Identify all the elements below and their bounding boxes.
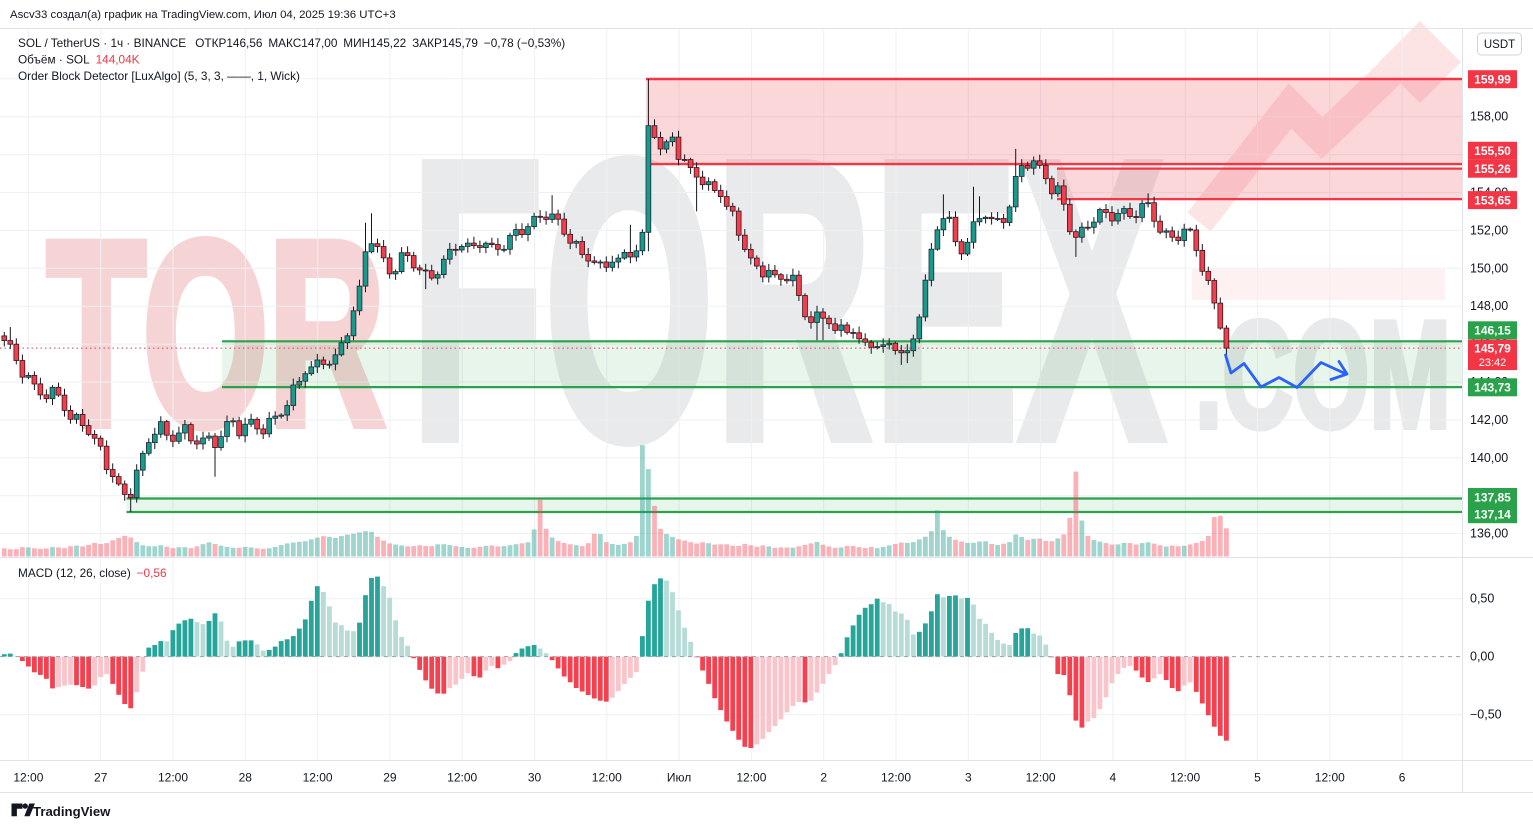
svg-text:12:00: 12:00 (447, 771, 477, 785)
svg-text:137,85: 137,85 (1474, 490, 1511, 504)
svg-text:12:00: 12:00 (1170, 771, 1200, 785)
svg-text:29: 29 (383, 771, 397, 785)
svg-text:148,00: 148,00 (1470, 299, 1508, 313)
svg-text:145,79: 145,79 (1474, 342, 1511, 356)
svg-text:0,50: 0,50 (1470, 592, 1494, 606)
svg-text:28: 28 (239, 771, 253, 785)
svg-text:12:00: 12:00 (13, 771, 43, 785)
svg-text:136,00: 136,00 (1470, 527, 1508, 541)
svg-text:12:00: 12:00 (592, 771, 622, 785)
svg-text:150,00: 150,00 (1470, 261, 1508, 275)
svg-text:0,00: 0,00 (1470, 650, 1494, 664)
svg-text:.COM: .COM (1195, 290, 1451, 460)
svg-text:SOL / TetherUS · 1ч · BINANCE: SOL / TetherUS · 1ч · BINANCE ОТКР146,56… (18, 36, 565, 50)
svg-text:12:00: 12:00 (881, 771, 911, 785)
svg-text:4: 4 (1110, 771, 1117, 785)
svg-text:12:00: 12:00 (1026, 771, 1056, 785)
svg-text:Ascv33 создал(а) график на Tra: Ascv33 создал(а) график на TradingView.c… (10, 9, 396, 21)
svg-text:152,00: 152,00 (1470, 223, 1508, 237)
svg-text:6: 6 (1399, 771, 1406, 785)
svg-text:142,00: 142,00 (1470, 413, 1508, 427)
svg-text:30: 30 (528, 771, 542, 785)
svg-text:Order Block Detector [LuxAlgo]: Order Block Detector [LuxAlgo] (5, 3, 3,… (18, 69, 300, 83)
svg-text:140,00: 140,00 (1470, 451, 1508, 465)
svg-text:3: 3 (965, 771, 972, 785)
svg-text:137,14: 137,14 (1474, 508, 1511, 522)
svg-text:143,73: 143,73 (1474, 381, 1511, 395)
svg-text:Объём · SOL 144,04K: Объём · SOL 144,04K (18, 53, 140, 67)
svg-text:155,50: 155,50 (1474, 144, 1511, 158)
svg-text:12:00: 12:00 (303, 771, 333, 785)
svg-text:5: 5 (1254, 771, 1261, 785)
svg-text:TradingView: TradingView (33, 804, 111, 819)
svg-text:12:00: 12:00 (158, 771, 188, 785)
svg-text:155,26: 155,26 (1474, 162, 1511, 176)
svg-text:Июл: Июл (667, 771, 691, 785)
svg-text:TOR: TOR (47, 187, 385, 480)
svg-text:MACD (12, 26, close) −0,56: MACD (12, 26, close) −0,56 (18, 566, 167, 580)
svg-text:159,99: 159,99 (1474, 73, 1511, 87)
svg-text:23:42: 23:42 (1479, 357, 1507, 369)
svg-text:158,00: 158,00 (1470, 110, 1508, 124)
svg-text:27: 27 (94, 771, 108, 785)
svg-text:−0,50: −0,50 (1470, 708, 1502, 722)
svg-text:12:00: 12:00 (1315, 771, 1345, 785)
svg-text:146,15: 146,15 (1474, 324, 1511, 338)
svg-text:FOREX: FOREX (410, 79, 1166, 523)
svg-text:2: 2 (820, 771, 827, 785)
svg-text:USDT: USDT (1484, 39, 1515, 51)
svg-text:153,65: 153,65 (1474, 193, 1511, 207)
svg-text:12:00: 12:00 (736, 771, 766, 785)
